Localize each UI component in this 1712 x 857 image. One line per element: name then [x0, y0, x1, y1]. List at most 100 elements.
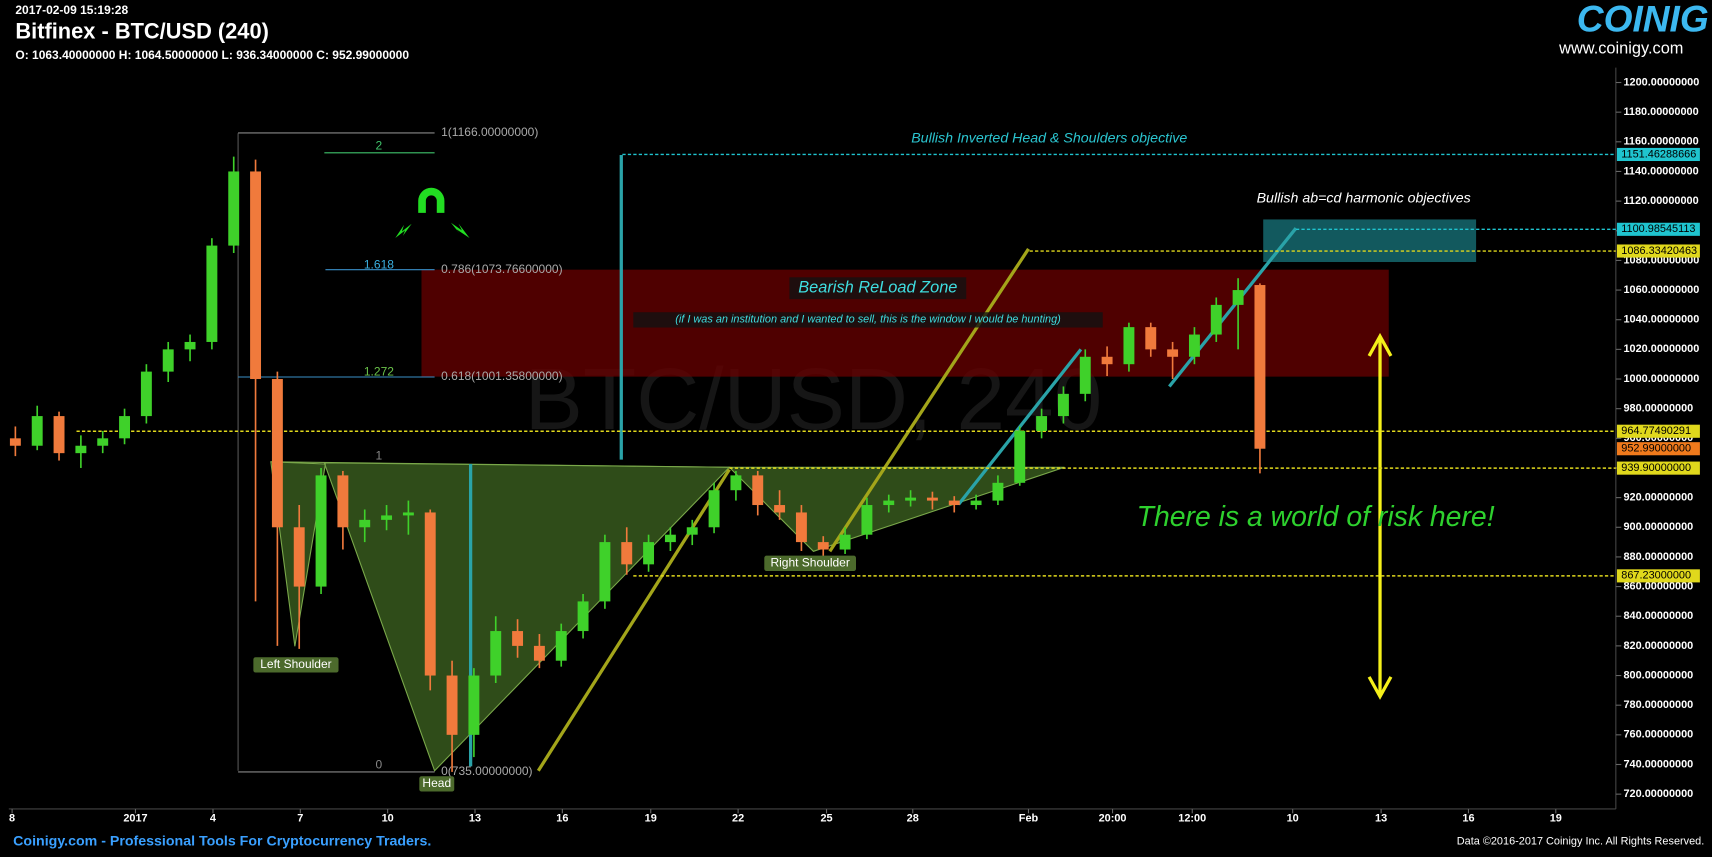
x-tick-label: 22 — [732, 813, 744, 825]
price-tag — [1616, 442, 1700, 456]
price-tag — [1616, 244, 1700, 258]
y-tick-label: 1140.00000000 — [1623, 165, 1698, 177]
candle-body — [293, 527, 305, 587]
annotation: (if I was an institution and I wanted to… — [675, 314, 1061, 326]
candle-body — [621, 542, 633, 565]
fib-label: 0.786(1073.76600000) — [441, 262, 562, 276]
candle-body — [468, 675, 480, 735]
neckline — [270, 461, 730, 468]
footer-left: Coinigy.com - Professional Tools For Cry… — [13, 833, 431, 849]
candle-body — [1036, 416, 1048, 431]
price-tag-label: 867.23000000 — [1621, 570, 1691, 582]
candle-body — [1057, 393, 1069, 417]
candle-body — [861, 505, 873, 535]
candle-body — [424, 512, 436, 676]
candle-body — [839, 534, 851, 550]
objective-box — [1263, 219, 1477, 263]
x-tick-label: 28 — [907, 813, 919, 825]
candle-body — [228, 171, 240, 246]
candle-body — [512, 631, 524, 646]
price-tag-label: 964.77490291 — [1621, 425, 1691, 437]
candle-body — [730, 475, 742, 491]
candle-body — [446, 675, 458, 735]
candle-body — [53, 416, 65, 454]
y-tick-label: 900.00000000 — [1623, 521, 1693, 533]
price-tag-label: 1100.98545113 — [1621, 223, 1695, 235]
candle-body — [664, 534, 676, 543]
candle-body — [140, 371, 152, 417]
y-tick-label: 1200.00000000 — [1623, 76, 1699, 88]
abcd-line — [1168, 227, 1298, 388]
y-tick-label: 780.00000000 — [1623, 699, 1693, 711]
pattern-label: Head — [422, 776, 451, 790]
brand-url: www.coinigy.com — [1558, 39, 1683, 57]
candle-body — [1188, 334, 1200, 357]
x-tick-label: 19 — [645, 813, 657, 825]
pattern-label-box — [419, 776, 455, 792]
y-tick-label: 740.00000000 — [1623, 758, 1693, 770]
x-tick-label: 10 — [382, 813, 394, 825]
candle-body — [883, 500, 895, 506]
x-tick-label: 7 — [297, 813, 303, 825]
candle-body — [795, 512, 807, 543]
price-tag — [1616, 424, 1700, 438]
x-tick-label: 19 — [1550, 813, 1562, 825]
y-tick-label: 1040.00000000 — [1623, 314, 1699, 326]
candle-body — [774, 505, 786, 513]
candle-body — [119, 416, 131, 439]
price-tag — [1616, 147, 1700, 162]
candle-body — [533, 645, 545, 661]
candle-body — [555, 631, 567, 661]
x-tick-label: 13 — [1375, 813, 1387, 825]
y-tick-label: 860.00000000 — [1623, 580, 1693, 592]
candle-body — [948, 500, 960, 506]
candle-body — [1014, 430, 1026, 483]
y-tick-label: 1180.00000000 — [1623, 106, 1698, 118]
y-tick-label: 1120.00000000 — [1623, 195, 1698, 207]
annotation: There is a world of risk here! — [1137, 501, 1495, 533]
candle-body — [31, 416, 43, 446]
x-tick-label: 25 — [820, 813, 832, 825]
annotation-box — [633, 312, 1103, 328]
x-tick-label: 20:00 — [1099, 813, 1127, 825]
candle-body — [926, 497, 938, 501]
price-tag — [1616, 569, 1700, 583]
y-tick-label: 1060.00000000 — [1623, 284, 1699, 296]
trend-line — [828, 248, 1030, 553]
candle-body — [1079, 356, 1091, 394]
fib-ext-label: 1.272 — [364, 364, 394, 378]
candle-body — [337, 475, 349, 528]
magnet-icon — [418, 187, 445, 213]
candle-body — [1232, 290, 1244, 305]
fib-ext-label: 1 — [376, 449, 383, 463]
y-tick-label: 800.00000000 — [1623, 669, 1693, 681]
x-tick-label: 2017 — [123, 813, 147, 825]
pattern-label-box — [253, 657, 339, 673]
candle-body — [599, 542, 611, 602]
x-tick-label: 10 — [1287, 813, 1299, 825]
candle-body — [315, 475, 327, 587]
bolt-icon — [395, 223, 412, 238]
arrow-head — [1367, 676, 1393, 700]
candle-body — [9, 438, 21, 446]
brand: COINIGY — [1577, 0, 1712, 40]
candle-body — [1210, 304, 1222, 335]
x-tick-label: 4 — [210, 813, 216, 825]
y-tick-label: 880.00000000 — [1623, 551, 1693, 563]
candle-body — [752, 475, 764, 506]
pattern-label-box — [764, 555, 856, 571]
price-tag — [1616, 461, 1700, 475]
y-tick-label: 720.00000000 — [1623, 788, 1693, 800]
fib-label: 1(1166.00000000) — [441, 125, 538, 139]
y-tick-label: 840.00000000 — [1623, 610, 1693, 622]
candle-body — [686, 527, 698, 535]
y-tick-label: 1020.00000000 — [1623, 343, 1699, 355]
candle-body — [162, 349, 174, 372]
price-tag-label: 952.99000000 — [1621, 443, 1691, 455]
fib-label: 0(735.00000000) — [441, 764, 532, 778]
fib-label: 0.618(1001.35800000) — [441, 369, 562, 383]
candle-body — [1123, 327, 1135, 365]
fib-ext-label: 1.618 — [364, 257, 394, 271]
price-tag — [1616, 222, 1700, 236]
